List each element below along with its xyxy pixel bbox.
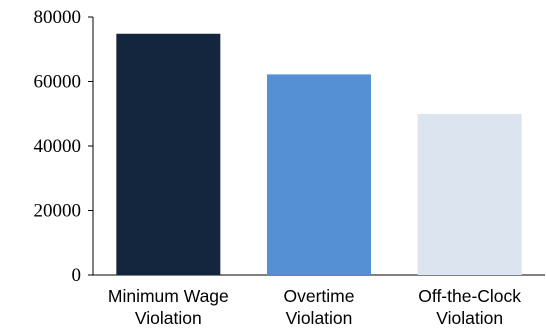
x-tick-label-line: Overtime: [284, 286, 355, 306]
y-tick-label: 60000: [34, 72, 82, 93]
y-tick-label: 0: [72, 265, 82, 286]
x-tick-label-line: Violation: [436, 308, 503, 328]
y-tick-label: 40000: [34, 136, 82, 157]
x-tick-label: Overtime Violation: [284, 286, 355, 328]
x-tick-label-line: Off-the-Clock: [418, 286, 521, 306]
x-tick-label: Minimum Wage Violation: [108, 286, 229, 328]
bar: [267, 74, 371, 275]
x-tick-label-line: Violation: [286, 308, 353, 328]
x-tick-label-line: Violation: [135, 308, 202, 328]
y-tick-label: 20000: [34, 201, 82, 222]
y-tick-label: 80000: [34, 7, 82, 28]
bar: [417, 114, 522, 275]
y-axis: 0 20000 40000 60000 80000: [34, 7, 94, 286]
x-tick-label-line: Minimum Wage: [108, 286, 229, 306]
bar: [116, 33, 221, 275]
bars: [116, 33, 522, 275]
x-tick-label: Off-the-Clock Violation: [418, 286, 521, 328]
